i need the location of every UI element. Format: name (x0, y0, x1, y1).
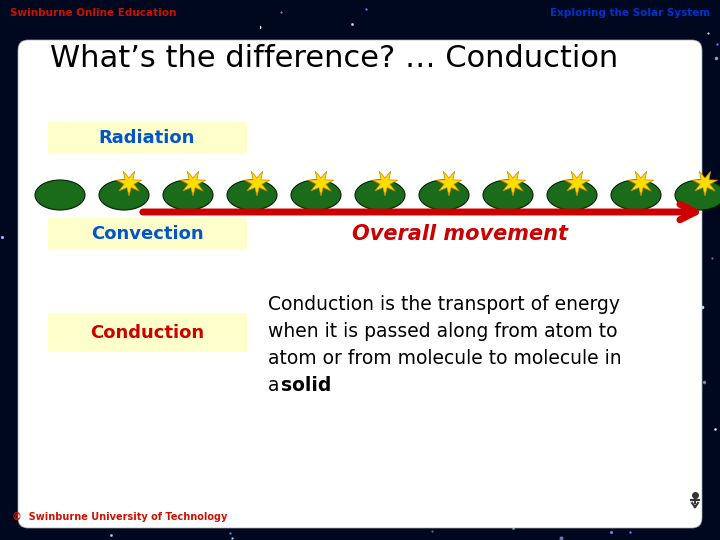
Ellipse shape (355, 180, 405, 210)
Text: Exploring the Solar System: Exploring the Solar System (550, 8, 710, 18)
Ellipse shape (547, 180, 597, 210)
FancyBboxPatch shape (48, 218, 247, 250)
Ellipse shape (35, 180, 85, 210)
Polygon shape (180, 171, 206, 196)
Text: solid: solid (281, 376, 331, 395)
PathPatch shape (490, 0, 720, 40)
Text: .: . (319, 376, 325, 395)
Ellipse shape (99, 180, 149, 210)
Ellipse shape (419, 180, 469, 210)
Ellipse shape (227, 180, 277, 210)
Polygon shape (372, 171, 397, 196)
Polygon shape (244, 171, 270, 196)
Text: atom or from molecule to molecule in: atom or from molecule to molecule in (268, 349, 621, 368)
Polygon shape (436, 171, 462, 196)
Ellipse shape (291, 180, 341, 210)
FancyBboxPatch shape (48, 313, 247, 352)
Text: ©  Swinburne University of Technology: © Swinburne University of Technology (12, 512, 228, 522)
Text: when it is passed along from atom to: when it is passed along from atom to (268, 322, 618, 341)
Text: a: a (268, 376, 286, 395)
Text: Radiation: Radiation (99, 129, 195, 147)
FancyArrowPatch shape (143, 204, 696, 220)
Ellipse shape (483, 180, 533, 210)
Polygon shape (117, 171, 142, 196)
Polygon shape (308, 171, 333, 196)
Ellipse shape (611, 180, 661, 210)
Ellipse shape (163, 180, 213, 210)
Text: What’s the difference? … Conduction: What’s the difference? … Conduction (50, 44, 618, 73)
FancyBboxPatch shape (18, 40, 702, 528)
Ellipse shape (675, 180, 720, 210)
Text: Overall movement: Overall movement (352, 224, 568, 244)
Polygon shape (693, 171, 718, 196)
PathPatch shape (0, 0, 260, 160)
FancyBboxPatch shape (48, 122, 247, 154)
Text: Swinburne Online Education: Swinburne Online Education (10, 8, 176, 18)
Polygon shape (564, 171, 590, 196)
Text: Conduction: Conduction (90, 324, 204, 342)
Text: Conduction is the transport of energy: Conduction is the transport of energy (268, 295, 620, 314)
Polygon shape (629, 171, 654, 196)
Polygon shape (500, 171, 526, 196)
Text: Convection: Convection (91, 225, 203, 243)
